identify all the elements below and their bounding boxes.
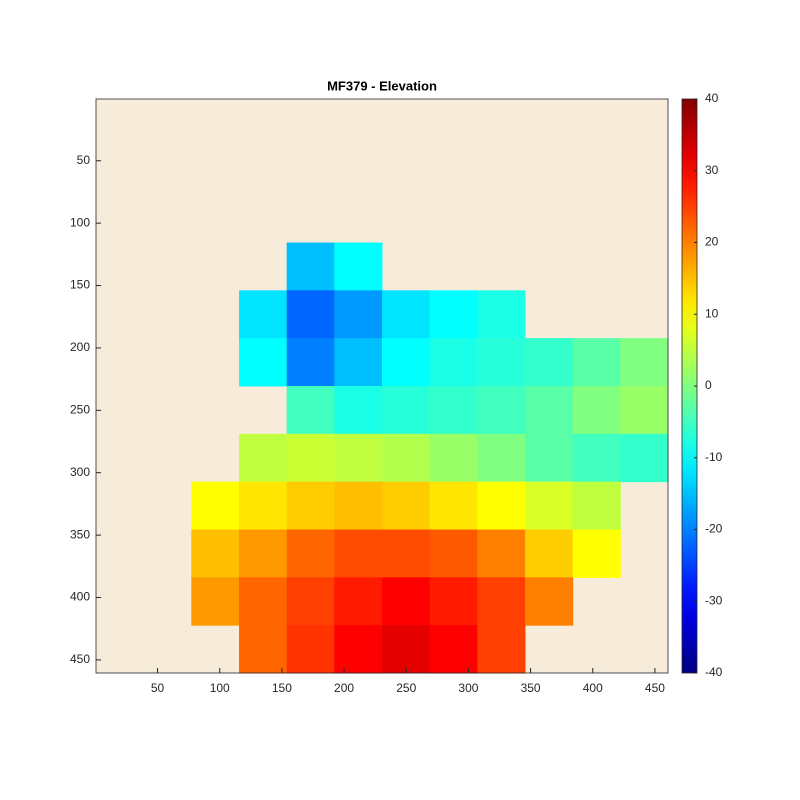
x-tick-label: 50 (151, 681, 165, 695)
chart-title: MF379 - Elevation (327, 78, 437, 93)
heatmap-cell (429, 577, 478, 626)
heatmap-cell (477, 625, 526, 674)
x-tick-label: 100 (210, 681, 230, 695)
heatmap-cell (286, 433, 335, 483)
heatmap-cell (239, 481, 288, 530)
heatmap-cell (382, 433, 431, 483)
heatmap-cell (334, 481, 383, 530)
colorbar-tick-label: -40 (705, 665, 723, 679)
colorbar-tick-label: 40 (705, 91, 719, 105)
heatmap-cell (191, 577, 240, 626)
heatmap-cell (477, 290, 526, 339)
heatmap-cell (334, 290, 383, 339)
heatmap-cell (382, 529, 431, 578)
heatmap-cell (286, 625, 335, 674)
heatmap-cell (572, 481, 621, 530)
heatmap-cell (620, 386, 669, 435)
heatmap-cell (477, 338, 526, 387)
heatmap-cell (382, 290, 431, 339)
colorbar-tick-label: 20 (705, 235, 719, 249)
y-tick-label: 450 (70, 652, 90, 666)
heatmap-cell (239, 290, 288, 339)
heatmap-cell (382, 625, 431, 674)
x-tick-label: 150 (272, 681, 292, 695)
heatmap-cell (286, 529, 335, 578)
heatmap-cell (429, 625, 478, 674)
y-tick-label: 150 (70, 278, 90, 292)
heatmap-cell (525, 433, 574, 483)
heatmap-cell (477, 433, 526, 483)
heatmap-cell (620, 338, 669, 387)
colorbar-tick-label: 10 (705, 306, 719, 320)
heatmap-cell (525, 577, 574, 626)
heatmap-cell (239, 625, 288, 674)
y-tick-label: 250 (70, 403, 90, 417)
colorbar-tick-label: -10 (705, 450, 723, 464)
y-tick-label: 200 (70, 340, 90, 354)
heatmap-cell (429, 481, 478, 530)
heatmap-cell (286, 386, 335, 435)
heatmap-cell (477, 577, 526, 626)
heatmap-cell (334, 625, 383, 674)
heatmap-cell (239, 529, 288, 578)
y-tick-label: 350 (70, 527, 90, 541)
heatmap-cell (334, 242, 383, 291)
x-tick-label: 300 (458, 681, 478, 695)
heatmap-cell (525, 386, 574, 435)
heatmap-cell (239, 577, 288, 626)
heatmap-cell (191, 481, 240, 530)
x-tick-label: 200 (334, 681, 354, 695)
heatmap-cell (525, 529, 574, 578)
heatmap-cell (334, 577, 383, 626)
heatmap-cell (334, 338, 383, 387)
heatmap-cell (239, 433, 288, 483)
heatmap-cell (286, 481, 335, 530)
y-tick-label: 100 (70, 215, 90, 229)
heatmap-cell (429, 386, 478, 435)
colorbar-tick-label: 30 (705, 163, 719, 177)
heatmap-cell (286, 338, 335, 387)
y-tick-label: 50 (77, 153, 91, 167)
x-tick-label: 400 (583, 681, 603, 695)
colorbar-tick-label: 0 (705, 378, 712, 392)
heatmap-cell (191, 529, 240, 578)
heatmap-cell (477, 386, 526, 435)
heatmap-cell (525, 481, 574, 530)
heatmap-cell (286, 290, 335, 339)
y-tick-label: 300 (70, 465, 90, 479)
heatmap-cell (334, 386, 383, 435)
heatmap-cell (429, 290, 478, 339)
heatmap-cell (572, 386, 621, 435)
y-tick-label: 400 (70, 590, 90, 604)
x-tick-label: 350 (521, 681, 541, 695)
x-tick-label: 450 (645, 681, 665, 695)
heatmap-cell (334, 433, 383, 483)
heatmap-cell (572, 433, 621, 483)
heatmap-cell (382, 338, 431, 387)
heatmap-cell (525, 338, 574, 387)
heatmap-cell (572, 338, 621, 387)
heatmap-cell (477, 481, 526, 530)
colorbar-tick-label: -20 (705, 522, 723, 536)
heatmap-cell (620, 433, 669, 483)
heatmap-cell (382, 386, 431, 435)
heatmap-cell (572, 529, 621, 578)
heatmap-cell (382, 577, 431, 626)
heatmap-cell (429, 529, 478, 578)
heatmap-cell (429, 338, 478, 387)
x-tick-label: 250 (396, 681, 416, 695)
heatmap-cell (429, 433, 478, 483)
heatmap-cell (477, 529, 526, 578)
heatmap-cell (239, 338, 288, 387)
axes-box (95, 98, 669, 674)
heatmap-cell (382, 481, 431, 530)
colorbar-tick-label: -30 (705, 593, 723, 607)
heatmap-cell (286, 242, 335, 291)
heatmap-cell (334, 529, 383, 578)
heatmap-cell (286, 577, 335, 626)
